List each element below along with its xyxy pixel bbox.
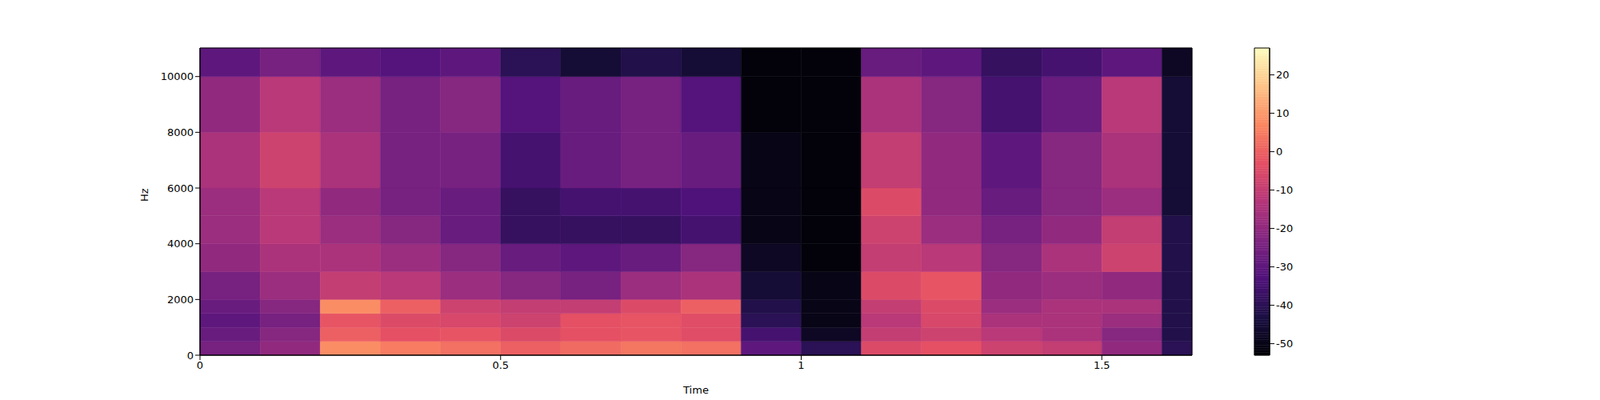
svg-text:2000: 2000 xyxy=(167,293,194,306)
svg-text:8000: 8000 xyxy=(167,126,194,139)
svg-text:4000: 4000 xyxy=(167,237,194,250)
svg-text:-10: -10 xyxy=(1276,184,1293,196)
svg-text:1: 1 xyxy=(797,359,804,372)
svg-text:6000: 6000 xyxy=(167,182,194,195)
svg-text:0.5: 0.5 xyxy=(492,359,509,372)
svg-text:-40: -40 xyxy=(1276,299,1293,312)
svg-text:10: 10 xyxy=(1276,107,1290,120)
svg-text:-20: -20 xyxy=(1276,222,1293,235)
svg-text:20: 20 xyxy=(1276,68,1290,81)
svg-text:-50: -50 xyxy=(1276,337,1293,350)
svg-text:0: 0 xyxy=(187,349,194,362)
svg-text:Time: Time xyxy=(682,384,709,396)
svg-text:0: 0 xyxy=(1276,145,1283,158)
svg-text:10000: 10000 xyxy=(160,70,194,83)
svg-text:Hz: Hz xyxy=(138,188,151,202)
svg-text:0: 0 xyxy=(196,359,204,372)
svg-text:1.5: 1.5 xyxy=(1093,359,1111,372)
svg-text:-30: -30 xyxy=(1276,260,1293,273)
